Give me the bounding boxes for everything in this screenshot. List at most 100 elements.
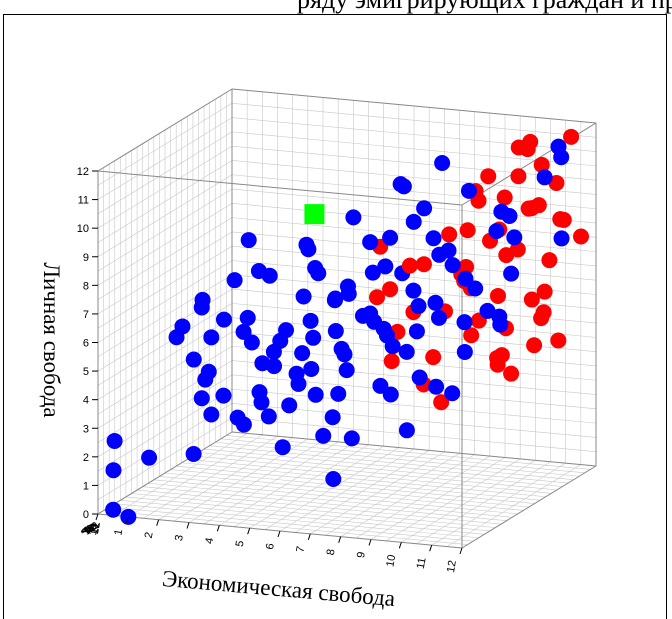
data-point xyxy=(411,369,428,386)
y-tick-label: 7 xyxy=(83,309,89,321)
data-point xyxy=(425,349,442,366)
data-point xyxy=(327,290,344,307)
side-wall-gridline xyxy=(97,131,233,215)
data-point xyxy=(378,327,395,344)
data-point xyxy=(261,267,278,284)
data-point xyxy=(395,178,412,195)
data-point xyxy=(535,304,552,321)
z-tick-label: 8 xyxy=(86,524,99,532)
z-tick-label: 7 xyxy=(85,524,98,532)
data-point xyxy=(415,256,432,273)
data-point xyxy=(307,259,324,276)
data-point xyxy=(120,508,137,525)
x-tick-mark xyxy=(398,542,402,549)
data-point xyxy=(235,323,252,340)
data-point xyxy=(302,312,319,329)
data-point xyxy=(235,416,252,433)
data-point xyxy=(315,427,332,444)
data-point xyxy=(141,449,158,466)
x-tick-mark xyxy=(216,525,220,532)
data-point xyxy=(480,168,497,185)
z-tick-label: 9 xyxy=(87,523,100,531)
data-point xyxy=(185,445,202,462)
data-point xyxy=(338,362,355,379)
floor-gridline xyxy=(209,445,574,480)
data-point xyxy=(489,349,506,366)
y-tick-label: 2 xyxy=(83,452,89,464)
x-tick-label: 0 xyxy=(82,525,95,533)
data-point xyxy=(405,282,422,299)
data-point xyxy=(333,340,350,357)
floor-gridline xyxy=(340,454,475,537)
z-tick-label: 3 xyxy=(81,527,94,535)
data-point xyxy=(434,155,451,171)
x-tick-label: 6 xyxy=(264,542,277,550)
data-point xyxy=(281,397,298,414)
data-point xyxy=(215,387,232,404)
box-edge xyxy=(231,431,597,467)
data-point xyxy=(488,223,505,240)
data-point xyxy=(253,394,270,411)
data-point xyxy=(382,229,399,246)
data-point xyxy=(444,257,461,274)
data-point xyxy=(550,332,567,349)
data-point xyxy=(278,322,295,339)
data-point xyxy=(197,371,214,388)
data-point xyxy=(193,390,210,407)
data-point xyxy=(362,234,379,251)
data-point xyxy=(290,375,307,392)
floor-gridline xyxy=(416,461,551,545)
floor-gridline xyxy=(446,464,581,547)
caption-text: ряду эмигрирующих граждан и пр xyxy=(297,0,672,13)
side-wall-gridline xyxy=(97,145,233,229)
x-tick-label: 10 xyxy=(384,554,398,568)
z-tick-label: 2 xyxy=(80,527,93,535)
floor-gridline xyxy=(310,451,445,535)
floor-gridline xyxy=(370,457,506,540)
data-point xyxy=(300,241,317,258)
x-tick-label: 8 xyxy=(325,548,338,556)
data-point xyxy=(457,270,474,287)
data-point-square xyxy=(304,204,325,225)
z-tick-label: 10 xyxy=(87,522,101,536)
data-point xyxy=(240,232,257,249)
data-point xyxy=(382,281,399,298)
data-point xyxy=(490,287,506,304)
back-wall-gridline xyxy=(231,145,597,181)
data-point xyxy=(105,501,122,518)
data-point xyxy=(398,343,415,360)
data-point xyxy=(428,378,445,395)
z-tick-label: 6 xyxy=(84,525,97,533)
z-tick-label: 1 xyxy=(79,528,92,536)
data-point xyxy=(193,299,210,316)
x-tick-mark xyxy=(95,513,99,521)
y-tick-label: 10 xyxy=(77,223,89,235)
y-tick-label: 3 xyxy=(83,423,89,435)
data-point xyxy=(536,283,553,300)
data-point xyxy=(503,365,520,382)
data-point xyxy=(479,302,496,319)
data-point xyxy=(372,377,389,394)
data-point xyxy=(185,351,202,368)
box-edge xyxy=(97,88,233,172)
z-tick-label: 4 xyxy=(82,526,95,534)
y-tick-label: 9 xyxy=(83,252,89,264)
data-point xyxy=(526,337,543,354)
x-tick-label: 1 xyxy=(112,528,125,536)
data-point xyxy=(520,200,537,217)
x-tick-mark xyxy=(368,539,372,546)
data-point xyxy=(343,430,360,447)
box-edge xyxy=(461,465,597,549)
data-point xyxy=(305,329,322,346)
x-tick-mark xyxy=(429,545,433,552)
data-point xyxy=(441,226,458,243)
side-wall-gridline xyxy=(97,117,233,200)
x-tick-mark xyxy=(338,536,342,543)
y-tick-label: 8 xyxy=(83,280,89,292)
data-point xyxy=(523,291,540,308)
data-point xyxy=(427,294,444,311)
x-tick-label: 2 xyxy=(143,531,156,539)
floor-gridline xyxy=(431,462,566,546)
data-point xyxy=(467,280,484,297)
data-point xyxy=(541,252,558,269)
